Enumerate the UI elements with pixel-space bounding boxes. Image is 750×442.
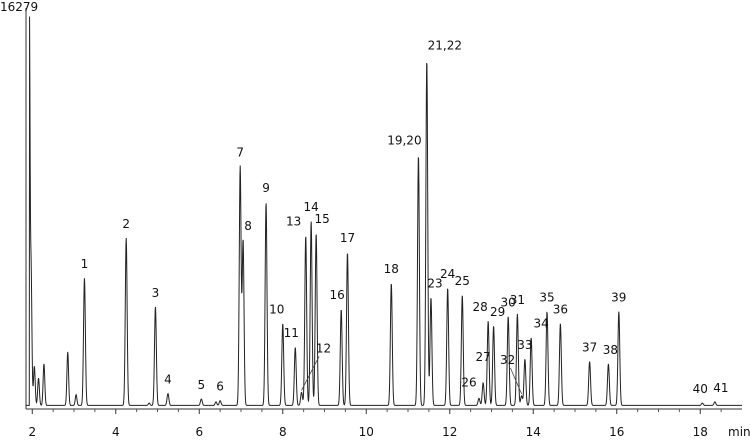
peak-label-5: 5 [197,378,205,392]
peak-label-25: 25 [455,274,470,288]
peak-label-18: 18 [384,262,399,276]
peak-label-21-22: 21,22 [428,39,462,53]
x-axis-ticks: 2 4 6 8 10 12 14 16 18 [28,409,722,439]
peak-label-9: 9 [262,181,270,195]
x-tick-label: 8 [279,425,287,439]
peak-label-31: 31 [510,293,525,307]
x-tick-label: 12 [442,425,457,439]
peak-label-35: 35 [539,291,554,305]
x-tick-label: 14 [526,425,541,439]
peak-label-37: 37 [582,341,597,355]
peak-label-41: 41 [713,381,728,395]
peak-label-39: 39 [611,291,626,305]
peak-label-11: 11 [284,326,299,340]
peak-label-10: 10 [269,302,284,316]
peak-label-4: 4 [164,373,172,387]
peak-label-7: 7 [236,146,244,160]
x-tick-label: 18 [693,425,708,439]
peak-label-28: 28 [473,300,488,314]
peak-label-38: 38 [603,343,618,357]
peak-label-8: 8 [244,219,252,233]
peak-label-1: 1 [81,257,89,271]
peak-label-26: 26 [461,375,476,389]
peak-label-14: 14 [303,200,318,214]
axes [25,8,742,410]
x-tick-label: 2 [28,425,36,439]
peak-label-30: 30 [501,295,516,309]
peak-label-33: 33 [517,338,532,352]
y-max-label: 16279 [0,0,38,14]
peak-label-29: 29 [490,305,505,319]
peak-leader-32 [510,367,522,395]
peak-label-23: 23 [427,276,442,290]
peak-label-24: 24 [440,267,455,281]
peak-label-36: 36 [553,302,568,316]
peak-label-32: 32 [500,353,515,367]
x-tick-label: 10 [359,425,374,439]
x-tick-label: 16 [609,425,624,439]
peak-label-16: 16 [330,288,345,302]
peak-leader-12 [301,356,320,391]
peak-label-13: 13 [286,215,301,229]
x-axis-unit-label: min [728,425,750,439]
peak-label-6: 6 [216,380,224,394]
peak-label-27: 27 [476,350,491,364]
peak-label-40: 40 [693,382,708,396]
peak-label-34: 34 [534,317,549,331]
peak-label-12: 12 [316,341,331,355]
chromatogram-trace [26,16,742,406]
peak-label-19-20: 19,20 [387,134,421,148]
x-tick-label: 6 [195,425,203,439]
peak-label-3: 3 [152,286,160,300]
peak-label-15: 15 [315,212,330,226]
peak-label-2: 2 [122,217,130,231]
peak-label-17: 17 [340,231,355,245]
peak-leader-lines [301,356,522,395]
x-tick-label: 4 [112,425,120,439]
